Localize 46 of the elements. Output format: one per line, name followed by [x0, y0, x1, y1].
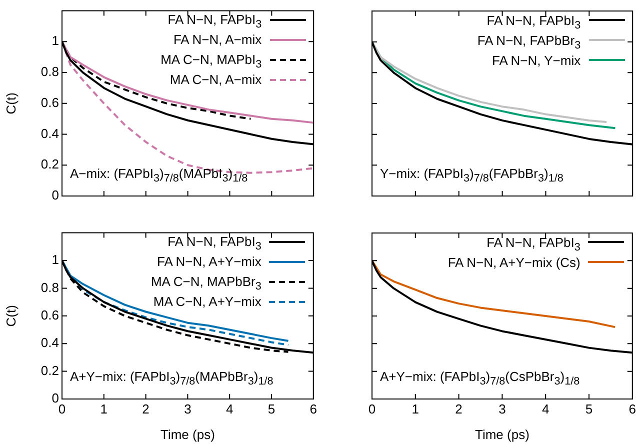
- x-tick-label: 3: [498, 401, 506, 416]
- y-tick-label: 0: [52, 188, 59, 203]
- legend-label: FA N−N, A−mix: [173, 31, 262, 50]
- y-tick-label: 1: [52, 252, 59, 268]
- annotation: Y−mix: (FAPbI$_{3}$)$_{7/8}$(FAPbBr$_{3}$)$_{1/8}$: [380, 166, 564, 185]
- legend-label: FA N−N, FAPbI$_{3}$: [486, 234, 580, 254]
- x-tick-label: 2: [142, 401, 150, 416]
- x-tick-label: 5: [585, 401, 593, 416]
- x-tick-label: 4: [542, 401, 550, 416]
- y-tick-label: 0.6: [40, 307, 59, 322]
- y-tick-label: 0: [52, 390, 59, 406]
- x-tick-label: 5: [268, 401, 276, 416]
- y-axis-title: C(t): [3, 92, 18, 114]
- x-tick-label: 1: [100, 401, 108, 416]
- x-axis-title: Time (ps): [474, 426, 530, 442]
- y-tick-label: 0.4: [40, 335, 59, 350]
- y-tick-label: 0.2: [40, 362, 59, 378]
- y-tick-label: 0.8: [40, 280, 59, 295]
- legend-label: FA N−N, FAPbI$_{3}$: [168, 11, 262, 31]
- x-tick-label: 6: [310, 401, 317, 416]
- y-tick-label: 0.4: [40, 126, 59, 141]
- x-axis-title: Time (ps): [160, 426, 215, 442]
- x-tick-label: 4: [226, 401, 234, 416]
- y-tick-label: 0.8: [40, 64, 59, 80]
- x-tick-label: 3: [184, 401, 192, 416]
- y-tick-label: 0.6: [40, 94, 59, 110]
- y-axis-title: C(t): [3, 305, 18, 327]
- x-tick-label: 1: [412, 401, 420, 416]
- x-tick-label: 6: [628, 401, 636, 416]
- legend-label: FA N−N, FAPbI$_{3}$: [486, 12, 581, 32]
- legend-label: FA N−N, FAPbI$_{3}$: [168, 233, 262, 253]
- annotation: A+Y−mix: (FAPbI$_{3}$)$_{7/8}$(MAPbBr$_{3}$)$_{1/8}$: [70, 369, 274, 388]
- legend-label: MA C−N, MAPbBr$_{3}$: [150, 273, 262, 293]
- annotation: A−mix: (FAPbI$_{3}$)$_{7/8}$(MAPbI$_{3}$)$_{1/8}$: [70, 166, 248, 185]
- legend-label: FA N−N, FAPbBr$_{3}$: [477, 32, 581, 52]
- x-tick-label: 2: [455, 401, 462, 416]
- legend-label: FA N−N, A+Y−mix: [156, 253, 262, 272]
- legend-label: MA C−N, A+Y−mix: [153, 293, 262, 312]
- x-tick-label: 0: [368, 401, 376, 416]
- legend-label: MA C−N, A−mix: [170, 71, 262, 90]
- annotation: A+Y−mix: (FAPbI$_{3}$)$_{7/8}$(CsPbBr$_{3}$)$_{1/8}$: [380, 369, 580, 388]
- legend-label: FA N−N, A+Y−mix (Cs): [448, 254, 580, 272]
- legend-label: FA N−N, Y−mix: [492, 52, 581, 70]
- y-tick-label: 0.2: [40, 156, 59, 172]
- y-tick-label: 1: [52, 33, 59, 48]
- legend-label: MA C−N, MAPbI$_{3}$: [160, 51, 262, 71]
